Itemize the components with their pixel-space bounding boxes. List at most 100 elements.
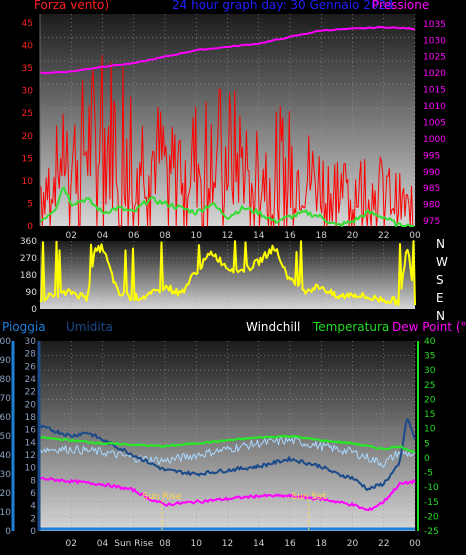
- pressure-axis-tick: 1025: [423, 53, 446, 63]
- wind-direction-line: [39, 240, 416, 306]
- rain-axis-tick: 18: [25, 413, 37, 423]
- temperature-axis-tick: -15: [424, 498, 439, 508]
- x-tick-label: 14: [253, 231, 265, 241]
- rain-axis-tick: 14: [25, 438, 37, 448]
- wind-axis-tick: 5: [27, 199, 33, 209]
- pressure-axis-tick: 1015: [423, 86, 446, 96]
- direction-axis-tick: 270: [20, 254, 37, 264]
- temperature-axis-tick: -20: [424, 512, 439, 522]
- x-tick-label: 08: [159, 231, 171, 241]
- direction-axis-tick: 90: [26, 288, 38, 298]
- humidity-axis-tick: 20: [0, 489, 11, 499]
- x-tick-label: 10: [191, 539, 203, 549]
- wind-axis-tick: 30: [22, 87, 34, 97]
- wind-axis-tick: 45: [22, 19, 33, 29]
- pressure-axis-tick: 1010: [423, 102, 446, 112]
- temperature-line: [39, 434, 416, 453]
- wind-gust-line: [40, 54, 414, 227]
- x-tick-label: 16: [284, 539, 296, 549]
- humidity-axis-tick: 90: [0, 356, 11, 366]
- compass-n-top: N: [436, 237, 445, 251]
- x-tick-label: 02: [66, 231, 77, 241]
- pressure-axis-tick: 995: [423, 151, 440, 161]
- rain-axis-tick: 8: [30, 476, 36, 486]
- axes-layer: 0510152025303540459759809859909951000100…: [0, 14, 446, 549]
- compass-w: W: [436, 255, 448, 269]
- pressure-axis-title: Pressione: [372, 0, 429, 12]
- humidity-axis-tick: 60: [0, 413, 11, 423]
- rain-axis-tick: 24: [25, 375, 37, 385]
- temperature-axis-tick: 20: [424, 395, 436, 405]
- rain-axis-tick: 0: [30, 527, 36, 537]
- humidity-axis-tick: 40: [0, 451, 11, 461]
- pressure-axis-tick: 975: [423, 217, 440, 227]
- humidity-line: [39, 417, 416, 491]
- x-tick-label: 20: [347, 539, 359, 549]
- x-tick-label: 02: [66, 539, 77, 549]
- wind-axis-tick: 25: [22, 109, 33, 119]
- direction-axis-tick: 180: [20, 271, 37, 281]
- x-tick-label: 04: [97, 539, 109, 549]
- temperature-axis-tick: 40: [424, 337, 436, 347]
- wind-axis-tick: 35: [22, 64, 33, 74]
- x-tick-label: 00: [409, 231, 421, 241]
- x-tick-label: 18: [316, 539, 328, 549]
- temperature-axis-tick: -25: [424, 527, 439, 537]
- rain-axis-tick: 16: [25, 426, 37, 436]
- pressure-axis-tick: 990: [423, 168, 440, 178]
- pressure-line: [39, 26, 415, 75]
- temperature-axis-tick: -10: [424, 483, 439, 493]
- sunrise-label: Sun Rise: [142, 492, 181, 502]
- pressure-axis-tick: 985: [423, 184, 440, 194]
- rain-axis-tick: 22: [25, 388, 36, 398]
- rain-axis-tick: 28: [25, 350, 37, 360]
- dewpoint-line: [39, 476, 416, 512]
- rain-axis-tick: 30: [25, 337, 37, 347]
- legend-temperature: Temperatura: [312, 320, 389, 334]
- chart-title: 24 hour graph day: 30 Gennaio 2024: [172, 0, 394, 12]
- pressure-axis-tick: 1030: [423, 36, 446, 46]
- legend-rain: Pioggia: [2, 320, 46, 334]
- temperature-axis-tick: 35: [424, 352, 435, 362]
- sunset-label: Sun Set: [291, 492, 326, 502]
- legend-humidity: Umidita: [66, 320, 113, 334]
- legend-windchill: Windchill: [246, 320, 300, 334]
- rain-axis-tick: 6: [30, 489, 36, 499]
- x-tick-label: 18: [316, 231, 328, 241]
- temperature-axis-tick: 0: [424, 454, 430, 464]
- humidity-axis-tick: 50: [0, 432, 11, 442]
- humidity-axis-tick: 30: [0, 470, 11, 480]
- humidity-axis-tick: 0: [5, 527, 11, 537]
- wind-average-line: [39, 186, 414, 227]
- wind-axis-tick: 40: [22, 42, 34, 52]
- temperature-axis-tick: 15: [424, 410, 435, 420]
- x-tick-label: 22: [378, 231, 389, 241]
- x-tick-label: 12: [222, 231, 233, 241]
- wind-axis-tick: 15: [22, 154, 33, 164]
- x-tick-label: 08: [159, 539, 171, 549]
- rain-axis-tick: 4: [30, 502, 36, 512]
- rain-axis-tick: 2: [30, 514, 36, 524]
- x-tick-label: 16: [284, 231, 296, 241]
- pressure-axis-tick: 1000: [423, 135, 446, 145]
- wind-axis-title: Forza vento): [34, 0, 109, 12]
- pressure-axis-tick: 1005: [423, 118, 446, 128]
- windchill-line: [39, 436, 416, 468]
- pressure-axis-tick: 980: [423, 201, 440, 211]
- humidity-axis-tick: 70: [0, 394, 11, 404]
- rain-axis-tick: 20: [25, 400, 37, 410]
- compass-s: S: [436, 273, 444, 287]
- direction-axis-tick: 360: [20, 237, 37, 247]
- x-tick-label: 14: [253, 539, 265, 549]
- x-tick-label: 22: [378, 539, 389, 549]
- x-tick-label: 20: [347, 231, 359, 241]
- temperature-axis-tick: 10: [424, 425, 436, 435]
- direction-axis-tick: 0: [31, 305, 37, 315]
- x-tick-label: 12: [222, 539, 233, 549]
- rain-axis-tick: 26: [25, 362, 37, 372]
- humidity-axis-tick: 100: [0, 337, 11, 347]
- series-layer: Sun Rise Sun Set: [39, 26, 416, 531]
- humidity-axis-tick: 80: [0, 375, 11, 385]
- x-tick-label: 00: [409, 539, 421, 549]
- x-tick-label: 04: [97, 231, 109, 241]
